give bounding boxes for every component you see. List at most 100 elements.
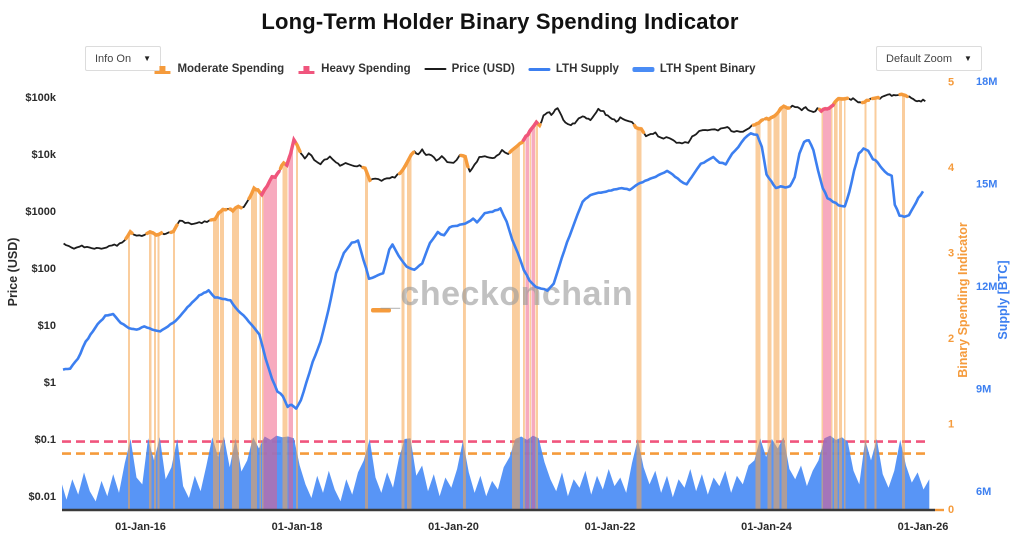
y-axis-price-tick: $100 — [32, 263, 56, 275]
spending-band — [407, 152, 412, 510]
price-highlight — [124, 229, 134, 241]
price-highlight — [860, 98, 871, 105]
spending-band — [839, 96, 842, 510]
legend-item-heavy-spending[interactable]: Heavy Spending — [298, 63, 411, 75]
page-title: Long-Term Holder Binary Spending Indicat… — [261, 9, 739, 34]
lth-spent-binary-area — [62, 435, 930, 510]
spending-band — [128, 230, 130, 510]
legend-label: LTH Spent Binary — [659, 63, 756, 75]
y-axis-price-tick: $10 — [38, 320, 56, 332]
spending-band — [531, 122, 535, 510]
threshold-lines — [62, 440, 930, 455]
moderate-spending-bands — [128, 92, 905, 511]
x-axis-date-tick: 01-Jan-22 — [585, 521, 636, 533]
spending-band — [263, 172, 277, 511]
x-axis-date-tick: 01-Jan-16 — [115, 521, 166, 533]
spending-band — [535, 120, 538, 510]
y-axis-price-tick: $1000 — [25, 206, 56, 218]
watermark-text: _checkonchain — [380, 275, 633, 313]
heavy-pulse-icon — [298, 66, 315, 74]
price-highlight — [777, 104, 791, 112]
spending-band — [463, 153, 466, 510]
spending-band — [157, 232, 160, 510]
legend-label: LTH Supply — [555, 63, 619, 75]
spending-band — [401, 165, 405, 510]
y-axis-binary-tick: 4 — [948, 162, 955, 174]
price-highlight — [153, 230, 164, 237]
spending-band — [512, 141, 520, 510]
price-highlight — [459, 153, 470, 169]
spending-band — [821, 107, 823, 510]
y-axis-binary-tick: 2 — [948, 333, 954, 345]
price-highlight — [403, 150, 416, 168]
spending-band — [282, 161, 288, 510]
spending-band — [232, 204, 239, 510]
spending-band — [874, 95, 877, 511]
spending-band — [259, 190, 261, 510]
info-toggle-label: Info On — [95, 52, 132, 65]
x-axis-date-tick: 01-Jan-26 — [898, 521, 949, 533]
y-axis-binary-tick: 0 — [948, 504, 954, 516]
y-axis-price-tick: $0.1 — [35, 434, 56, 446]
heavy-spending-bands — [263, 104, 832, 511]
spending-band — [220, 207, 224, 510]
spending-band — [213, 210, 219, 510]
legend-item-lth-supply[interactable]: LTH Supply — [528, 63, 619, 75]
chevron-down-icon: ▼ — [143, 54, 151, 63]
spending-band — [529, 127, 531, 510]
price-highlight — [216, 207, 228, 216]
spending-band — [781, 104, 787, 510]
spending-band — [636, 125, 642, 511]
price-highlight — [819, 103, 835, 114]
spent-binary-series — [62, 435, 930, 510]
y-axis-supply-tick: 15M — [976, 178, 997, 190]
legend-label: Price (USD) — [451, 63, 515, 75]
price-highlight — [284, 135, 297, 168]
price-highlight — [898, 92, 909, 99]
spending-band — [173, 226, 175, 510]
legend-item-price[interactable]: Price (USD) — [424, 63, 515, 75]
zoom-preset-dropdown[interactable]: Default Zoom ▼ — [876, 46, 982, 71]
spending-band — [365, 166, 368, 510]
spending-band — [773, 108, 780, 511]
price-highlight — [228, 204, 243, 214]
legend-label: Heavy Spending — [321, 63, 411, 75]
y-axis-price-tick: $10k — [32, 149, 57, 161]
lth-supply-line — [62, 132, 925, 410]
binary-axis-title: Binary Spending Indicator — [956, 222, 970, 378]
legend-item-moderate-spending[interactable]: Moderate Spending — [154, 63, 284, 75]
price-highlight — [169, 223, 179, 235]
moderate-pulse-icon — [154, 66, 171, 74]
spending-band — [525, 130, 529, 510]
spending-band — [296, 141, 298, 510]
spending-band — [288, 141, 293, 510]
legend-label: Moderate Spending — [177, 63, 285, 75]
y-axis-supply-tick: 6M — [976, 486, 991, 498]
spending-band — [149, 229, 152, 510]
spending-band — [902, 92, 905, 510]
legend: Moderate Spending Heavy Spending Price (… — [154, 63, 756, 75]
spending-band — [251, 186, 257, 510]
legend-item-lth-spent-binary[interactable]: LTH Spent Binary — [632, 63, 756, 75]
spending-band — [834, 97, 838, 510]
price-highlight — [527, 119, 539, 134]
spending-band — [864, 98, 867, 510]
lth-supply-series — [62, 132, 925, 410]
price-band-highlights — [124, 92, 909, 241]
spent-binary-bar-icon — [632, 66, 655, 72]
y-axis-supply-tick: 12M — [976, 281, 997, 293]
info-toggle-dropdown[interactable]: Info On ▼ — [85, 46, 161, 71]
price-highlight — [632, 123, 646, 135]
y-axis-binary-tick: 3 — [948, 247, 954, 259]
spending-band — [755, 119, 761, 511]
x-axis-date-tick: 01-Jan-24 — [741, 521, 793, 533]
y-axis-price-tick: $100k — [25, 92, 56, 104]
supply-line-icon — [528, 67, 551, 71]
spending-band — [844, 96, 846, 510]
spending-band — [831, 103, 833, 510]
x-axis-date-tick: 01-Jan-20 — [428, 521, 479, 533]
price-highlight — [870, 95, 881, 101]
axis-ticks: $100k $10k $1000 $100 $10 $1 $0.1 $0.01 0 1 2 3 4 5 6M… — [25, 76, 997, 533]
